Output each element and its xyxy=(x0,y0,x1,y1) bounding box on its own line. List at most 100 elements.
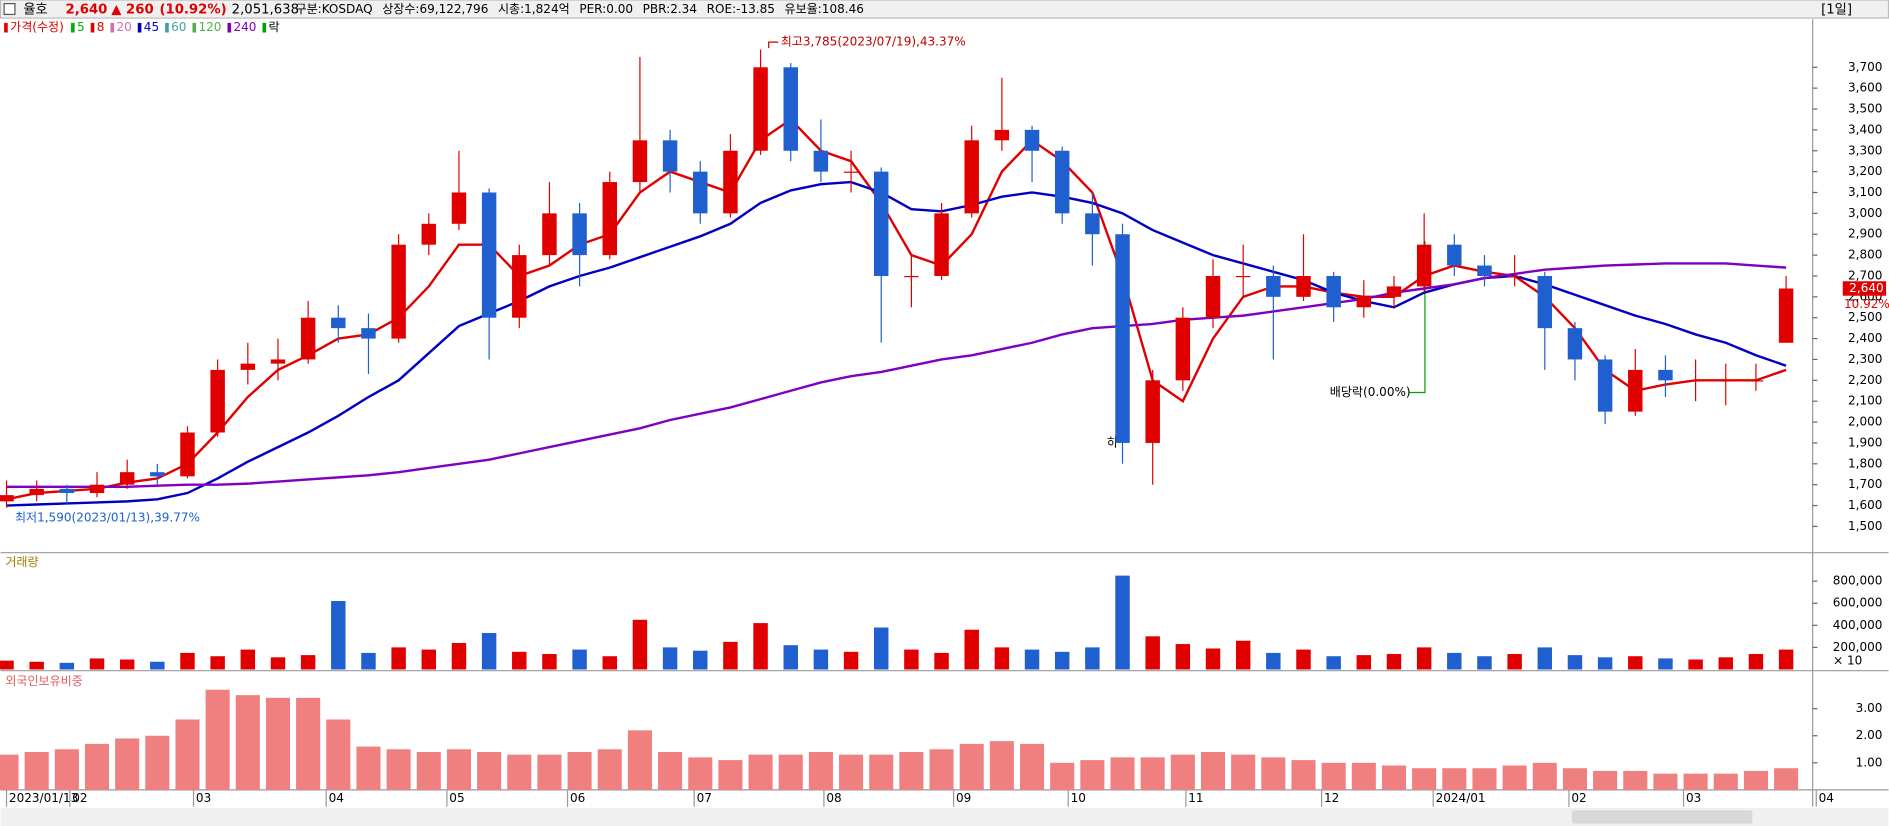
candle-body xyxy=(1688,380,1703,382)
foreign-bar xyxy=(718,760,743,790)
x-tick-label: 07 xyxy=(697,791,712,805)
x-tick-label: 04 xyxy=(329,791,344,805)
volume-bar xyxy=(29,661,44,670)
candle-body xyxy=(542,213,557,256)
candle-body xyxy=(1175,317,1191,381)
legend-swatch xyxy=(137,22,142,33)
header-info: PBR:2.34 xyxy=(643,2,697,16)
annotation-low: 최저1,590(2023/01/13),39.77% xyxy=(15,510,200,524)
volume-bar xyxy=(481,633,497,670)
foreign-bar xyxy=(808,751,833,790)
change-pct: (10.92%) xyxy=(159,3,226,18)
checkbox[interactable] xyxy=(3,3,16,16)
y-tick-label: 2,000 xyxy=(1848,415,1882,429)
candle-body xyxy=(331,317,346,329)
volume-bar xyxy=(1628,656,1643,670)
candle-body xyxy=(180,432,195,477)
x-tick-label: 03 xyxy=(196,791,211,805)
foreign-bar xyxy=(477,751,502,790)
stock-name: 율호 xyxy=(23,2,47,18)
volume-bar xyxy=(1688,659,1703,670)
volume-bar xyxy=(1085,647,1100,670)
legend-swatch xyxy=(71,22,75,33)
foreign-bar xyxy=(567,751,592,790)
volume-bar xyxy=(723,641,738,670)
candle-body xyxy=(1235,275,1251,278)
foreign-bar xyxy=(446,749,471,790)
y-tick-label: 1,700 xyxy=(1848,477,1882,491)
volume-bar xyxy=(542,654,557,670)
volume-bar xyxy=(783,645,798,670)
volume-bar xyxy=(1266,652,1281,670)
candle-body xyxy=(119,472,135,485)
foreign-bar xyxy=(1683,773,1708,790)
candle-body xyxy=(1507,275,1522,278)
legend-price: 가격(수정) xyxy=(10,20,64,34)
y-tick-label: 2,900 xyxy=(1848,227,1882,241)
foreign-bar xyxy=(1381,765,1407,790)
candle-body xyxy=(1778,288,1794,343)
foreign-bar xyxy=(1351,762,1376,790)
y-tick-label: 600,000 xyxy=(1833,596,1883,610)
legend-swatch xyxy=(227,22,232,33)
y-tick-label: 3.00 xyxy=(1856,701,1883,715)
candle-body xyxy=(1628,369,1643,412)
candle-body xyxy=(1145,380,1160,443)
volume-bar xyxy=(391,647,406,670)
volume-bar xyxy=(874,627,889,670)
candle-body xyxy=(1296,275,1311,297)
period[interactable]: [1일] xyxy=(1821,2,1852,18)
volume-bar xyxy=(361,652,376,670)
foreign-bar xyxy=(1472,768,1497,790)
volume-bar xyxy=(331,601,346,670)
foreign-bar xyxy=(748,754,773,790)
x-tick-label: 10 xyxy=(1071,791,1086,805)
y-tick-label: 3,400 xyxy=(1848,122,1882,136)
volume-bar xyxy=(1507,654,1522,670)
candle-body xyxy=(451,192,467,224)
foreign-bar xyxy=(1562,768,1587,790)
volume-bar xyxy=(1748,654,1764,670)
header-info: PER:0.00 xyxy=(579,2,633,16)
annotation-dividend: 배당락(0.00%) xyxy=(1330,385,1411,399)
candle-body xyxy=(421,223,437,245)
volume-bar xyxy=(813,649,829,670)
last-price-label: 2,640 xyxy=(1849,281,1883,295)
volume-bar xyxy=(89,658,105,670)
candle-body xyxy=(662,140,678,172)
y-tick-label: 2,200 xyxy=(1848,373,1882,387)
volume-bar xyxy=(572,649,587,670)
volume-bar xyxy=(240,649,256,670)
x-tick-label: 04 xyxy=(1819,791,1834,805)
foreign-bar xyxy=(1774,768,1799,790)
y-tick-label: 2,800 xyxy=(1848,248,1882,262)
y-tick-label: 400,000 xyxy=(1833,618,1883,632)
volume-bar xyxy=(1567,655,1583,670)
candle-body xyxy=(1447,244,1462,266)
volume-bar xyxy=(1658,658,1673,670)
foreign-bar xyxy=(989,741,1014,790)
x-tick-label: 11 xyxy=(1188,791,1203,805)
candle-body xyxy=(300,317,316,360)
volume-bar xyxy=(1326,656,1341,670)
foreign-bar xyxy=(537,754,562,790)
scrollbar[interactable] xyxy=(0,807,1889,826)
volume-bar xyxy=(1024,649,1040,670)
volume-bar xyxy=(1416,647,1432,670)
candle-body xyxy=(1658,369,1673,381)
candle-body xyxy=(59,488,75,494)
volume-bar xyxy=(421,649,437,670)
scroll-thumb[interactable] xyxy=(1571,810,1753,824)
change: ▲ 260 xyxy=(111,3,153,18)
volume-bar xyxy=(512,651,527,670)
foreign-bar xyxy=(688,757,713,790)
legend-label: 락 xyxy=(269,20,280,34)
candle-body xyxy=(481,192,497,318)
volume-bar xyxy=(1175,644,1191,670)
foreign-bar xyxy=(627,730,652,790)
candle-body xyxy=(964,140,979,214)
foreign-bar xyxy=(1743,770,1768,790)
y-tick-label: 3,600 xyxy=(1848,81,1882,95)
candle-body xyxy=(934,213,949,276)
candle-body xyxy=(572,213,587,256)
